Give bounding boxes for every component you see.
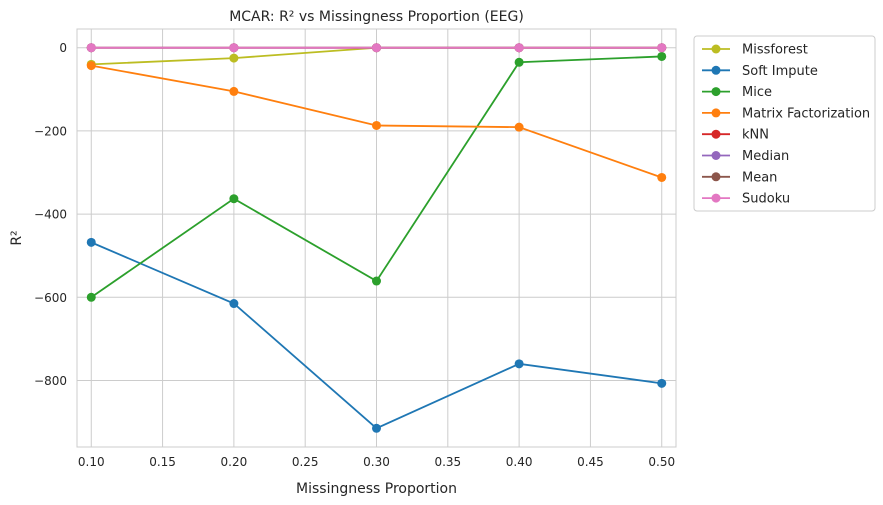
data-point xyxy=(372,423,381,433)
data-point xyxy=(657,378,667,388)
legend-item: Missforest xyxy=(702,43,808,58)
x-axis-ticks: 0.10 0.15 0.20 0.25 0.30 0.35 0.40 0.45 0.50 xyxy=(78,455,675,469)
x-tick-label: 0.30 xyxy=(363,455,390,469)
legend-label: Mean xyxy=(742,170,777,185)
y-tick-label: 0 xyxy=(59,41,67,55)
data-point xyxy=(514,57,524,67)
data-point xyxy=(86,61,96,71)
data-point xyxy=(229,43,239,53)
x-tick-label: 0.25 xyxy=(292,455,319,469)
y-axis-ticks: 0 −200 −400 −600 −800 xyxy=(34,41,67,388)
data-point xyxy=(86,43,96,53)
data-point xyxy=(229,53,239,63)
x-tick-label: 0.20 xyxy=(221,455,248,469)
data-point xyxy=(229,194,239,204)
legend-marker xyxy=(711,172,721,182)
data-point xyxy=(372,43,381,53)
legend-marker xyxy=(711,87,721,97)
x-tick-label: 0.35 xyxy=(434,455,461,469)
legend-marker xyxy=(711,129,721,139)
y-axis-title: R² xyxy=(9,230,25,245)
data-point xyxy=(372,120,381,130)
x-axis-title: Missingness Proportion xyxy=(296,481,457,497)
x-tick-label: 0.45 xyxy=(577,455,604,469)
series-sudoku xyxy=(86,43,667,53)
data-point xyxy=(514,43,524,53)
x-tick-label: 0.40 xyxy=(506,455,533,469)
legend-label: Median xyxy=(742,149,789,164)
chart-title: MCAR: R² vs Missingness Proportion (EEG) xyxy=(229,9,524,25)
legend-label: Sudoku xyxy=(742,192,790,207)
plot-frame xyxy=(76,28,677,448)
data-point xyxy=(229,86,239,96)
grid xyxy=(77,29,676,447)
legend-marker xyxy=(711,65,721,75)
legend-item: Mean xyxy=(702,170,777,185)
x-tick-label: 0.10 xyxy=(78,455,105,469)
data-point xyxy=(372,276,381,286)
y-tick-label: −600 xyxy=(34,291,67,305)
legend-label: kNN xyxy=(742,128,769,143)
legend-marker xyxy=(711,108,721,118)
legend-item: Mice xyxy=(702,85,772,100)
legend-label: Soft Impute xyxy=(742,64,818,79)
legend-item: Soft Impute xyxy=(702,64,818,79)
data-point xyxy=(229,299,239,309)
legend-marker xyxy=(711,151,721,160)
x-tick-label: 0.50 xyxy=(648,455,675,469)
legend-frame xyxy=(693,35,876,212)
series-soft-impute xyxy=(86,237,667,433)
data-point xyxy=(514,122,524,132)
data-point xyxy=(657,51,667,61)
y-tick-label: −800 xyxy=(34,374,67,388)
data-point xyxy=(86,292,96,302)
legend-item: Matrix Factorization xyxy=(702,106,870,121)
series-matrix-factorization xyxy=(86,61,667,182)
data-point xyxy=(86,237,96,247)
legend-label: Mice xyxy=(742,85,772,100)
data-point xyxy=(514,359,524,369)
data-point xyxy=(657,172,667,182)
data-point xyxy=(657,43,667,53)
series-mice xyxy=(86,51,667,302)
legend-item: Median xyxy=(702,149,789,164)
y-tick-label: −400 xyxy=(34,208,67,222)
legend-item: kNN xyxy=(702,128,769,143)
legend-label: Matrix Factorization xyxy=(742,106,870,121)
legend: Missforest Soft Impute Mice Matrix Factoriz… xyxy=(693,35,876,212)
legend-marker xyxy=(711,193,721,203)
legend-item: Sudoku xyxy=(702,192,790,207)
legend-label: Missforest xyxy=(742,43,808,58)
series xyxy=(86,43,667,433)
y-tick-label: −200 xyxy=(34,124,67,138)
x-tick-label: 0.15 xyxy=(149,455,176,469)
legend-marker xyxy=(711,44,721,54)
